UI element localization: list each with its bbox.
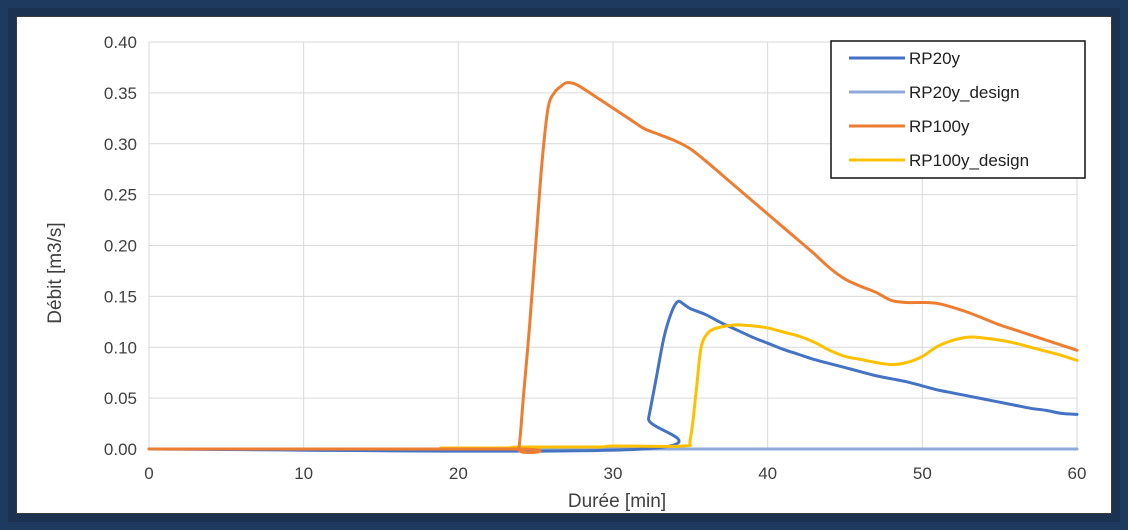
legend-label-rp100y: RP100y — [909, 117, 970, 136]
line-chart: 0.00 0.05 0.10 0.15 0.20 0.25 0.30 0.35 0.40 0 10… — [45, 33, 1086, 512]
y-tick-label: 0.35 — [104, 84, 137, 103]
y-tick-label: 0.20 — [104, 237, 137, 256]
chart-panel: 0.00 0.05 0.10 0.15 0.20 0.25 0.30 0.35 0.40 0 10… — [16, 16, 1112, 514]
series-line-rp20y — [147, 299, 1079, 453]
grid-lines — [148, 41, 1078, 450]
y-tick-label: 0.25 — [104, 186, 137, 205]
legend-label-rp20y-design: RP20y_design — [909, 83, 1020, 102]
legend: RP20y RP20y_design RP100y RP100y_design — [830, 40, 1086, 179]
y-tick-label: 0.00 — [104, 440, 137, 459]
y-tick-label: 0.30 — [104, 135, 137, 154]
x-tick-label: 0 — [144, 464, 153, 483]
y-tick-label: 0.05 — [104, 389, 137, 408]
y-tick-label: 0.40 — [104, 33, 137, 52]
series-line-rp100y-design — [147, 323, 1079, 451]
x-axis-label: Durée [min] — [568, 491, 666, 512]
legend-label-rp100y-design: RP100y_design — [909, 151, 1029, 170]
y-axis-ticks: 0.00 0.05 0.10 0.15 0.20 0.25 0.30 0.35 0.40 — [104, 33, 137, 459]
x-axis-ticks: 0 10 20 30 40 50 60 — [144, 464, 1086, 483]
x-tick-label: 10 — [294, 464, 313, 483]
x-tick-label: 30 — [604, 464, 623, 483]
y-axis-label: Débit [m3/s] — [45, 222, 66, 323]
series-line-rp100y — [147, 81, 1079, 455]
y-tick-label: 0.15 — [104, 287, 137, 306]
legend-box — [830, 40, 1086, 179]
x-tick-label: 50 — [913, 464, 932, 483]
x-tick-label: 40 — [758, 464, 777, 483]
x-tick-label: 60 — [1068, 464, 1087, 483]
y-tick-label: 0.10 — [104, 338, 137, 357]
series-lines — [147, 81, 1079, 455]
legend-label-rp20y: RP20y — [909, 49, 961, 68]
x-tick-label: 20 — [449, 464, 468, 483]
